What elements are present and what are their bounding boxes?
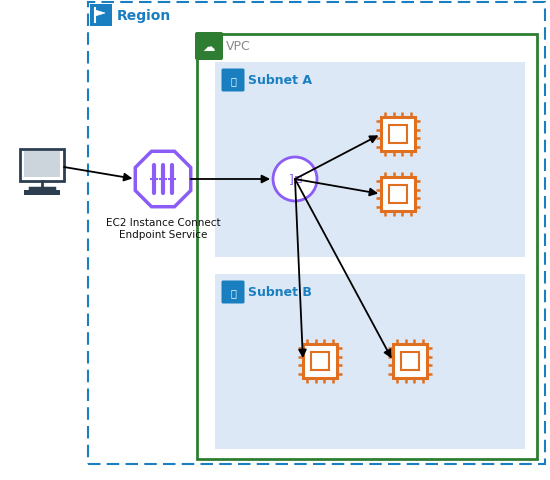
FancyBboxPatch shape (215, 63, 525, 257)
Text: ]⊡: ]⊡ (288, 173, 303, 186)
Text: Region: Region (117, 9, 171, 23)
Text: 🔒: 🔒 (230, 288, 236, 298)
FancyBboxPatch shape (381, 118, 415, 152)
FancyBboxPatch shape (401, 352, 419, 370)
FancyBboxPatch shape (24, 191, 60, 195)
FancyBboxPatch shape (389, 186, 407, 204)
Text: Subnet A: Subnet A (248, 74, 312, 87)
FancyBboxPatch shape (381, 178, 415, 212)
FancyBboxPatch shape (197, 35, 537, 459)
Text: VPC: VPC (226, 40, 251, 53)
Circle shape (273, 157, 317, 202)
FancyBboxPatch shape (222, 281, 245, 304)
FancyBboxPatch shape (311, 352, 329, 370)
Polygon shape (95, 11, 105, 17)
Text: Subnet B: Subnet B (248, 286, 312, 299)
Text: 🔒: 🔒 (230, 76, 236, 86)
FancyBboxPatch shape (20, 150, 64, 181)
FancyBboxPatch shape (222, 69, 245, 92)
FancyBboxPatch shape (303, 344, 337, 378)
FancyBboxPatch shape (24, 152, 60, 178)
FancyBboxPatch shape (215, 275, 525, 449)
FancyBboxPatch shape (90, 5, 112, 27)
Text: ☁: ☁ (203, 40, 215, 53)
FancyBboxPatch shape (195, 33, 223, 61)
FancyBboxPatch shape (393, 344, 427, 378)
Polygon shape (135, 152, 191, 207)
Text: EC2 Instance Connect
Endpoint Service: EC2 Instance Connect Endpoint Service (106, 217, 221, 239)
FancyBboxPatch shape (389, 126, 407, 144)
